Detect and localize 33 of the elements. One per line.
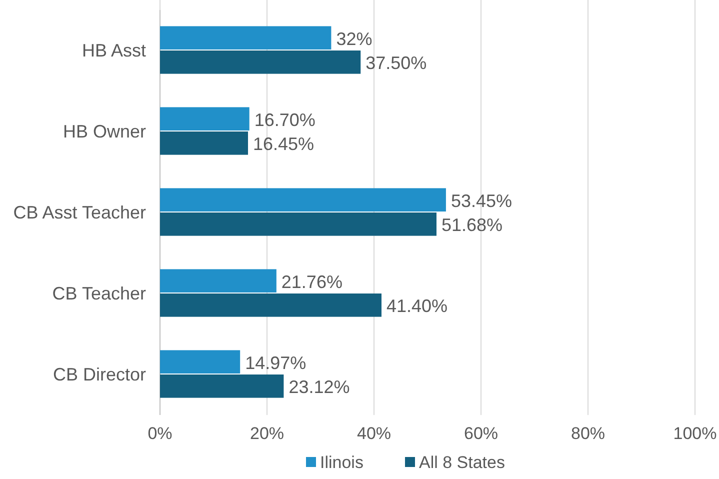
y-tick-label: HB Owner xyxy=(62,121,146,142)
data-label: 16.45% xyxy=(253,134,314,154)
bar xyxy=(160,374,284,398)
bar xyxy=(160,269,276,292)
bar xyxy=(160,350,240,374)
bar xyxy=(160,107,250,130)
data-label: 32% xyxy=(336,28,372,49)
y-tick-label: HB Asst xyxy=(82,40,146,60)
x-tick-label: 80% xyxy=(570,424,606,444)
bar xyxy=(160,188,446,212)
bar xyxy=(160,26,332,50)
x-tick-label: 40% xyxy=(356,424,392,444)
legend-label: Ilinois xyxy=(320,453,364,472)
y-tick-label: CB Director xyxy=(52,364,146,384)
bar xyxy=(160,294,382,317)
legend-label: All 8 States xyxy=(419,453,505,472)
data-label: 41.40% xyxy=(386,296,448,316)
x-tick-label: 0% xyxy=(148,424,172,444)
data-label: 37.50% xyxy=(366,53,427,74)
bar xyxy=(160,132,248,155)
data-label: 51.68% xyxy=(441,215,503,236)
y-tick-label: CB Teacher xyxy=(52,283,146,304)
bar xyxy=(160,50,361,74)
x-tick-label: 60% xyxy=(464,424,498,444)
data-label: 16.70% xyxy=(254,110,316,130)
data-label: 21.76% xyxy=(281,272,342,292)
bar xyxy=(160,212,436,236)
y-tick-label: CB Asst Teacher xyxy=(13,202,146,222)
data-label: 14.97% xyxy=(245,352,306,373)
data-label: 23.12% xyxy=(288,377,350,398)
x-tick-label: 20% xyxy=(250,424,284,444)
data-label: 53.45% xyxy=(450,190,512,211)
x-tick-label: 100% xyxy=(673,424,717,444)
